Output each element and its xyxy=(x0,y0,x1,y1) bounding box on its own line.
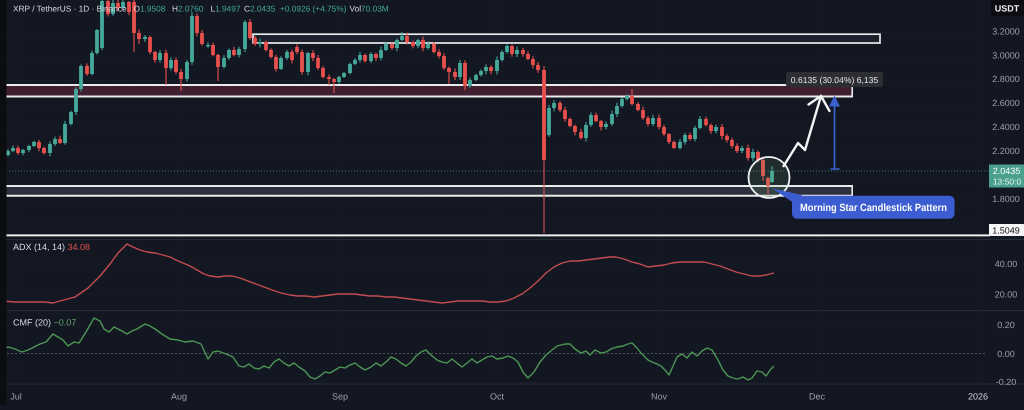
svg-text:H2.0760: H2.0760 xyxy=(172,4,204,14)
svg-text:0.6135 (30.04%) 6,135: 0.6135 (30.04%) 6,135 xyxy=(791,75,879,85)
svg-text:USDT: USDT xyxy=(995,4,1020,14)
svg-text:O1.9508: O1.9508 xyxy=(134,4,166,14)
svg-text:Jul: Jul xyxy=(10,392,22,402)
svg-text:2.0435: 2.0435 xyxy=(993,166,1021,176)
svg-text:2.6000: 2.6000 xyxy=(992,98,1020,108)
svg-text:13:50:0: 13:50:0 xyxy=(993,177,1022,187)
svg-text:1.8000: 1.8000 xyxy=(992,194,1020,204)
svg-text:ADX (14, 14) 34.08: ADX (14, 14) 34.08 xyxy=(13,242,90,252)
svg-text:Sep: Sep xyxy=(332,392,348,402)
svg-text:Aug: Aug xyxy=(171,392,187,402)
svg-text:Morning Star Candlestick Patte: Morning Star Candlestick Pattern xyxy=(800,202,947,214)
svg-text:40.00: 40.00 xyxy=(995,259,1018,269)
svg-text:2.4000: 2.4000 xyxy=(992,122,1020,132)
svg-text:Vol70.03M: Vol70.03M xyxy=(350,4,389,14)
svg-text:L1.9497: L1.9497 xyxy=(211,4,241,14)
svg-text:1.5049: 1.5049 xyxy=(992,225,1020,235)
svg-text:2.2000: 2.2000 xyxy=(992,146,1020,156)
svg-text:3.0000: 3.0000 xyxy=(992,50,1020,60)
svg-text:C2.0435: C2.0435 xyxy=(244,4,276,14)
svg-text:Oct: Oct xyxy=(490,392,505,402)
svg-text:2.8000: 2.8000 xyxy=(992,74,1020,84)
svg-text:0.20: 0.20 xyxy=(997,320,1015,330)
svg-text:-0.20: -0.20 xyxy=(996,377,1017,387)
svg-text:2026: 2026 xyxy=(968,392,988,402)
svg-text:+0.0926 (+4.75%): +0.0926 (+4.75%) xyxy=(280,4,347,14)
svg-text:Nov: Nov xyxy=(651,392,668,402)
svg-text:0.00: 0.00 xyxy=(997,349,1015,359)
svg-text:CMF (20) −0.07: CMF (20) −0.07 xyxy=(13,318,76,328)
svg-text:XRP / TetherUS · 1D · Binance: XRP / TetherUS · 1D · Binance xyxy=(13,4,127,14)
svg-text:Dec: Dec xyxy=(809,392,826,402)
svg-text:3.2000: 3.2000 xyxy=(992,26,1020,36)
svg-text:20.00: 20.00 xyxy=(995,290,1018,300)
